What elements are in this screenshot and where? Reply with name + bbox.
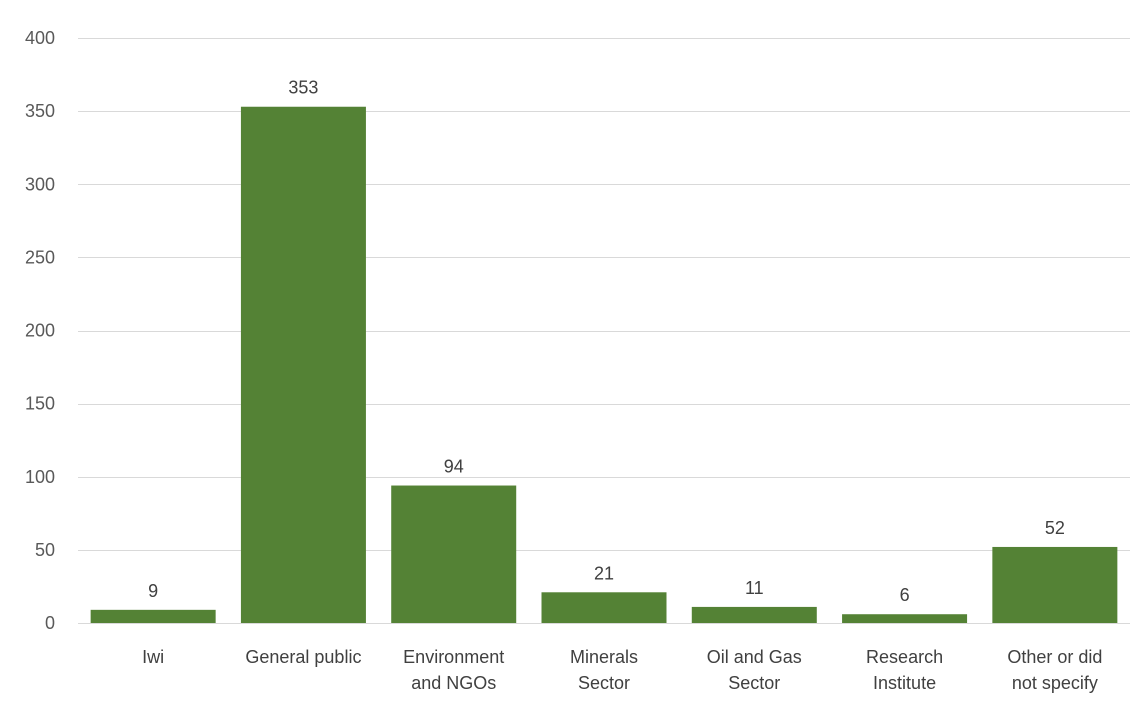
y-tick-label: 150 xyxy=(25,394,55,414)
bar xyxy=(992,546,1118,623)
category-label: Iwi xyxy=(142,647,164,667)
bar xyxy=(541,592,667,623)
category-label-line: and NGOs xyxy=(411,673,496,693)
category-label-line: Sector xyxy=(578,673,630,693)
category-label: General public xyxy=(245,647,361,667)
category-label: Research Institute xyxy=(866,647,943,693)
category-label-line: Other or did xyxy=(1007,647,1102,667)
y-tick-label: 0 xyxy=(45,613,55,633)
category-label-line: General public xyxy=(245,647,361,667)
category-label-line: Minerals xyxy=(570,647,638,667)
bar xyxy=(842,614,968,623)
data-label: 6 xyxy=(900,585,910,605)
category-label-line: Iwi xyxy=(142,647,164,667)
category-label-line: Oil and Gas xyxy=(707,647,802,667)
y-tick-label: 350 xyxy=(25,101,55,121)
data-label: 353 xyxy=(288,78,318,98)
category-label-line: not specify xyxy=(1012,673,1098,693)
y-tick-label: 300 xyxy=(25,174,55,194)
bar xyxy=(240,106,366,624)
data-label: 9 xyxy=(148,581,158,601)
data-label: 11 xyxy=(745,578,764,598)
category-label: Environment and NGOs xyxy=(403,647,504,693)
y-tick-label: 200 xyxy=(25,321,55,341)
y-tick-label: 400 xyxy=(25,28,55,48)
bar xyxy=(90,609,216,623)
data-label: 52 xyxy=(1045,518,1065,538)
gridlines xyxy=(78,38,1130,624)
y-axis-tick-labels: 0 50 100 150 200 250 300 350 400 xyxy=(25,28,55,633)
category-label-line: Research xyxy=(866,647,943,667)
data-label: 94 xyxy=(444,457,464,477)
bars xyxy=(90,106,1118,624)
bar xyxy=(391,485,517,623)
category-label: Oil and Gas Sector xyxy=(707,647,802,693)
category-label: Minerals Sector xyxy=(570,647,638,693)
x-axis-category-labels: Iwi General public Environment and NGOs Mine… xyxy=(142,647,1102,693)
category-label-line: Sector xyxy=(728,673,780,693)
bar xyxy=(691,606,817,623)
category-label-line: Environment xyxy=(403,647,504,667)
y-tick-label: 50 xyxy=(35,540,55,560)
data-label: 21 xyxy=(594,563,614,583)
data-labels: 9 353 94 21 11 6 52 xyxy=(148,78,1065,605)
category-label: Other or did not specify xyxy=(1007,647,1102,693)
y-tick-label: 100 xyxy=(25,467,55,487)
y-tick-label: 250 xyxy=(25,247,55,267)
category-label-line: Institute xyxy=(873,673,936,693)
